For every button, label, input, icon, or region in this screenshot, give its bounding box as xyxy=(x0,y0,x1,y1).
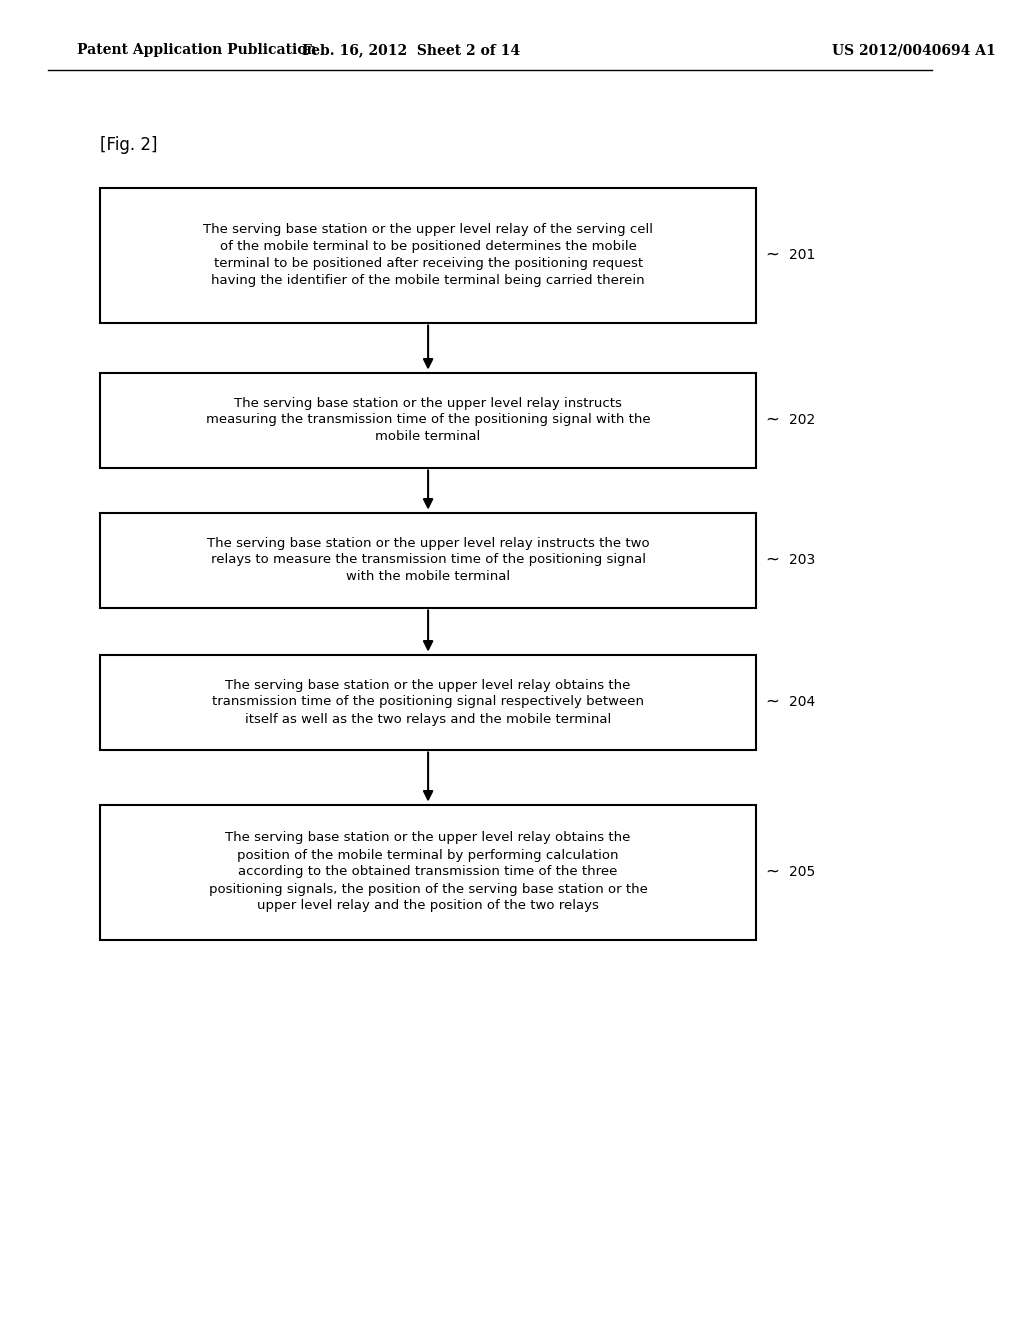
Text: The serving base station or the upper level relay obtains the
position of the mo: The serving base station or the upper le… xyxy=(209,832,647,912)
Text: ~: ~ xyxy=(766,693,779,711)
Text: The serving base station or the upper level relay instructs the two
relays to me: The serving base station or the upper le… xyxy=(207,536,649,583)
Text: 204: 204 xyxy=(790,696,815,709)
Text: ~: ~ xyxy=(766,863,779,880)
FancyBboxPatch shape xyxy=(100,372,756,467)
FancyBboxPatch shape xyxy=(100,655,756,750)
Text: The serving base station or the upper level relay of the serving cell
of the mob: The serving base station or the upper le… xyxy=(203,223,653,286)
Text: 201: 201 xyxy=(790,248,815,261)
Text: 203: 203 xyxy=(790,553,815,568)
Text: 205: 205 xyxy=(790,865,815,879)
Text: The serving base station or the upper level relay obtains the
transmission time : The serving base station or the upper le… xyxy=(212,678,644,726)
Text: Feb. 16, 2012  Sheet 2 of 14: Feb. 16, 2012 Sheet 2 of 14 xyxy=(302,44,520,57)
Text: US 2012/0040694 A1: US 2012/0040694 A1 xyxy=(833,44,996,57)
Text: The serving base station or the upper level relay instructs
measuring the transm: The serving base station or the upper le… xyxy=(206,396,650,444)
FancyBboxPatch shape xyxy=(100,804,756,940)
Text: ~: ~ xyxy=(766,550,779,569)
Text: ~: ~ xyxy=(766,246,779,264)
Text: Patent Application Publication: Patent Application Publication xyxy=(77,44,316,57)
Text: [Fig. 2]: [Fig. 2] xyxy=(100,136,158,154)
Text: ~: ~ xyxy=(766,411,779,429)
FancyBboxPatch shape xyxy=(100,512,756,607)
FancyBboxPatch shape xyxy=(100,187,756,322)
Text: 202: 202 xyxy=(790,413,815,426)
